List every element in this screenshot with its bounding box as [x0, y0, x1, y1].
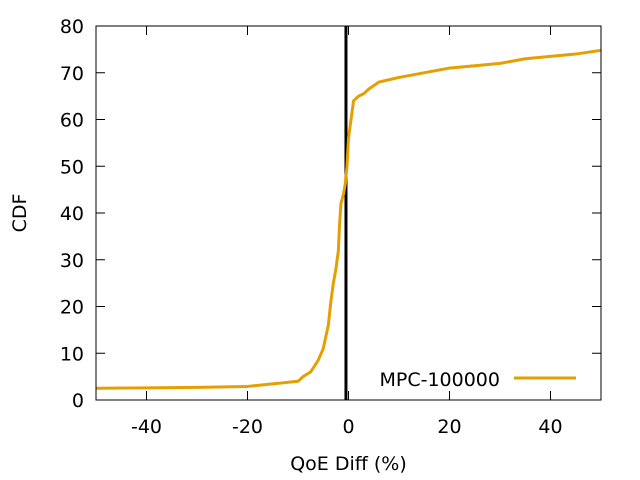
y-tick-label-5: 50 — [60, 156, 84, 178]
y-tick-label-7: 70 — [60, 63, 84, 85]
x-tick-label-4: 40 — [538, 416, 562, 438]
series-line-0 — [95, 48, 602, 390]
y-axis-label: CDF — [9, 194, 31, 233]
legend: MPC-100000 — [379, 369, 576, 391]
y-tick-label-6: 60 — [60, 110, 84, 132]
y-tick-label-1: 10 — [60, 343, 84, 365]
x-tick-label-3: 20 — [437, 416, 461, 438]
y-tick-label-4: 40 — [60, 203, 84, 225]
ticks-layer: -40 -20 0 20 40 0 10 20 30 40 50 60 70 80 — [60, 16, 601, 438]
legend-label-mpc-100000: MPC-100000 — [379, 369, 500, 391]
y-tick-label-8: 80 — [60, 16, 84, 38]
x-axis-label: QoE Diff (%) — [290, 453, 407, 475]
y-tick-label-0: 0 — [72, 390, 84, 412]
y-tick-label-2: 20 — [60, 297, 84, 319]
y-tick-label-3: 30 — [60, 250, 84, 272]
x-tick-label-2: 0 — [342, 416, 354, 438]
x-tick-label-0: -40 — [131, 416, 162, 438]
plot-layer — [95, 26, 602, 400]
plot-frame — [95, 25, 602, 401]
x-tick-label-1: -20 — [232, 416, 263, 438]
